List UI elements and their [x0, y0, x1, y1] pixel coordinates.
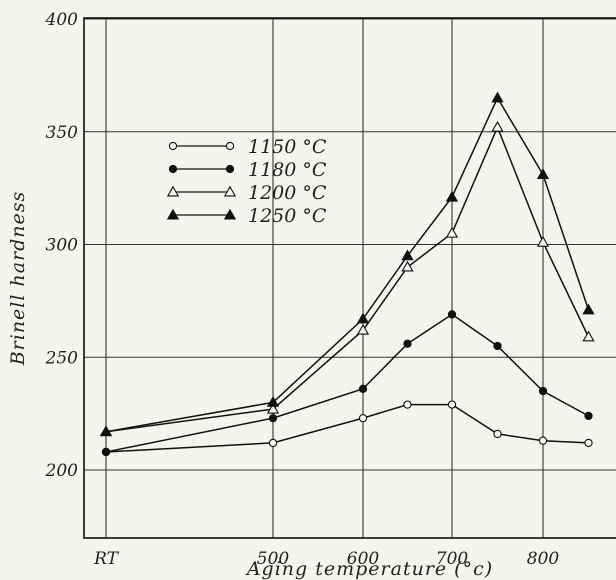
- data-point: [268, 438, 278, 448]
- data-point: [536, 235, 550, 247]
- data-point: [584, 411, 593, 421]
- legend-label: 1200 °C: [248, 182, 327, 204]
- y-tick-label: 400: [45, 10, 79, 30]
- y-tick-label: 300: [46, 236, 79, 256]
- x-tick-label: 800: [527, 549, 560, 569]
- data-point: [447, 310, 457, 319]
- series-1250: [99, 91, 595, 437]
- legend-item: 1250 °C: [166, 205, 327, 227]
- data-point: [445, 226, 459, 238]
- series-line: [105, 313, 589, 453]
- grid: [84, 18, 616, 538]
- data-point: [266, 402, 280, 414]
- y-axis-ticks: 200 250 300 350 400: [45, 10, 79, 481]
- data-point: [268, 413, 278, 423]
- series-line: [105, 125, 590, 433]
- data-point: [168, 164, 178, 174]
- data-point: [536, 168, 550, 180]
- data-point: [401, 260, 414, 272]
- legend-item: 1150 °C: [168, 136, 327, 158]
- data-point: [358, 413, 368, 423]
- data-point: [358, 384, 368, 393]
- series-1180: [101, 310, 593, 457]
- legend-label: 1180 °C: [248, 159, 327, 181]
- data-point: [266, 396, 280, 407]
- y-tick-label: 250: [45, 348, 79, 368]
- data-point: [491, 120, 504, 132]
- data-point: [582, 303, 595, 315]
- y-axis-title: Brinell hardness: [7, 191, 29, 367]
- data-point: [225, 164, 235, 174]
- legend-label: 1250 °C: [248, 205, 327, 227]
- data-point: [538, 386, 548, 396]
- data-point: [166, 185, 180, 197]
- y-tick-label: 350: [46, 123, 79, 143]
- data-point: [356, 312, 370, 324]
- legend-label: 1150 °C: [248, 136, 327, 158]
- data-point: [403, 339, 412, 348]
- series-1150: [101, 400, 593, 457]
- series-group: [99, 91, 595, 457]
- data-point: [445, 190, 459, 202]
- x-tick-label: 600: [347, 549, 380, 569]
- data-point: [447, 400, 457, 409]
- x-axis-title: Aging temperature (°c): [245, 558, 493, 580]
- x-axis-ticks: RT 500 600 700 800: [93, 549, 559, 569]
- legend-item: 1200 °C: [166, 182, 327, 204]
- data-point: [101, 447, 111, 457]
- x-tick-label: 500: [257, 549, 290, 569]
- data-point: [493, 341, 502, 351]
- plot-frame: [83, 17, 616, 539]
- data-point: [166, 208, 180, 220]
- data-point: [538, 436, 548, 445]
- data-point: [401, 249, 414, 261]
- data-point: [225, 141, 235, 151]
- data-point: [99, 425, 113, 437]
- legend-item: 1180 °C: [168, 159, 327, 181]
- data-point: [168, 141, 178, 151]
- data-point: [491, 91, 504, 103]
- data-point: [582, 330, 595, 342]
- series-line: [105, 96, 590, 433]
- series-line: [105, 403, 589, 453]
- data-point: [356, 323, 370, 335]
- x-tick-label: 700: [436, 549, 469, 569]
- x-tick-label: RT: [93, 549, 120, 569]
- data-point: [493, 429, 502, 439]
- data-point: [403, 400, 412, 409]
- data-point: [223, 185, 237, 197]
- data-point: [223, 208, 237, 220]
- y-tick-label: 200: [45, 461, 79, 481]
- data-point: [584, 438, 593, 448]
